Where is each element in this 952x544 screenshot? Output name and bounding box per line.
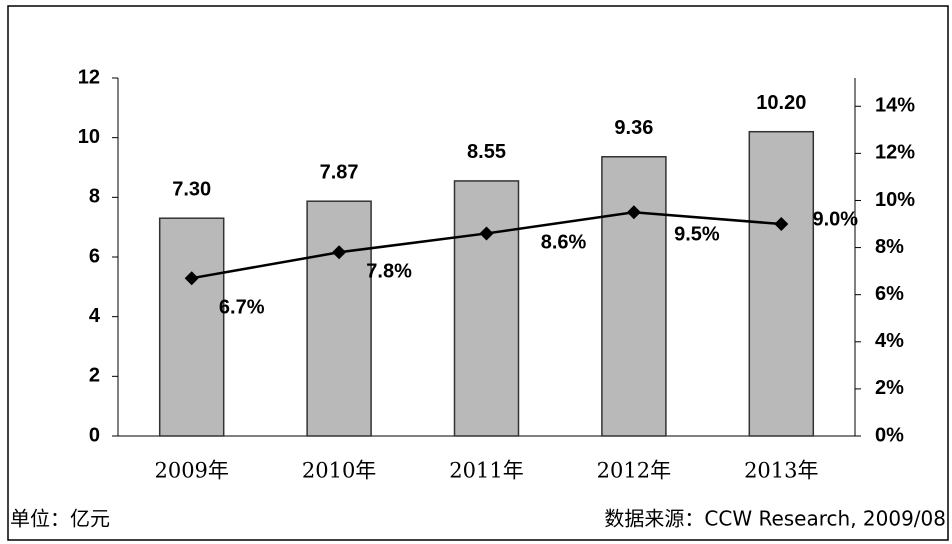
y2-tick-label: 4% (875, 330, 904, 352)
bar (306, 200, 372, 437)
bar (158, 217, 225, 437)
x-tick-label: 2013年 (744, 459, 818, 483)
y-tick-label: 12 (78, 66, 100, 88)
y-tick-label: 0 (89, 424, 100, 446)
y-tick-label: 2 (89, 365, 100, 387)
marker (332, 245, 347, 260)
x-tick-label: 2009年 (154, 459, 228, 483)
bar-label: 9.36 (614, 117, 653, 139)
x-tick-label: 2011年 (449, 459, 523, 483)
line-label: 9.5% (674, 224, 720, 246)
y2-tick-label: 8% (875, 236, 904, 258)
x-tick-label: 2012年 (597, 459, 671, 483)
y2-tick-label: 0% (875, 424, 904, 446)
line-label: 7.8% (366, 261, 412, 283)
bar (601, 156, 667, 437)
bar (453, 180, 520, 437)
marker (479, 226, 494, 241)
y2-tick-label: 12% (875, 142, 915, 164)
y2-tick-label: 6% (875, 283, 904, 305)
y2-tick-label: 14% (875, 95, 915, 117)
y-tick-label: 6 (89, 245, 100, 267)
source: 数据来源：CCW Research, 2009/08 (604, 507, 946, 531)
y-tick-label: 10 (78, 126, 100, 148)
unit-note: 单位：亿元 (10, 507, 110, 531)
x-tick-label: 2010年 (302, 459, 376, 483)
y-tick-label: 4 (89, 305, 101, 327)
y-tick-label: 8 (89, 186, 100, 208)
frame (7, 5, 949, 541)
line-label: 8.6% (541, 232, 587, 254)
bar-label: 7.87 (320, 161, 359, 183)
line-label: 9.0% (813, 208, 859, 230)
y2-tick-label: 2% (875, 377, 904, 399)
bar-label: 7.30 (172, 178, 211, 200)
line-label: 6.7% (219, 296, 265, 318)
marker (774, 217, 789, 232)
marker (184, 271, 199, 286)
y2-tick-label: 10% (875, 189, 915, 211)
bar (748, 130, 815, 437)
bar-label: 10.20 (756, 92, 806, 114)
bar-label: 8.55 (467, 141, 506, 163)
marker (626, 205, 641, 220)
